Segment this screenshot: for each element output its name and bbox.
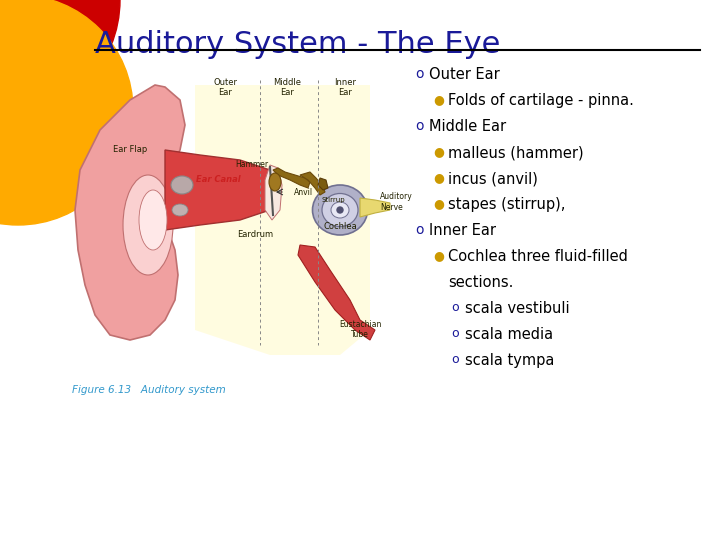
Text: Eustachian
Tube: Eustachian Tube <box>339 320 381 340</box>
Text: scala tympa: scala tympa <box>465 353 554 368</box>
Ellipse shape <box>331 202 349 218</box>
Text: Inner
Ear: Inner Ear <box>334 78 356 97</box>
Text: Stirrup: Stirrup <box>322 197 346 203</box>
Text: Outer Ear: Outer Ear <box>429 67 500 82</box>
Polygon shape <box>75 85 185 340</box>
Polygon shape <box>300 172 325 195</box>
Circle shape <box>337 207 343 213</box>
Polygon shape <box>298 245 375 340</box>
Text: ●: ● <box>433 93 444 106</box>
Text: ●: ● <box>433 249 444 262</box>
Text: stapes (stirrup),: stapes (stirrup), <box>448 197 565 212</box>
Ellipse shape <box>172 204 188 216</box>
Text: Middle Ear: Middle Ear <box>429 119 506 134</box>
Text: scala media: scala media <box>465 327 553 342</box>
Ellipse shape <box>171 176 193 194</box>
Polygon shape <box>318 178 328 190</box>
Polygon shape <box>165 150 270 230</box>
Text: o: o <box>415 67 423 81</box>
Text: o: o <box>451 353 459 366</box>
Text: Ear Flap: Ear Flap <box>113 145 147 154</box>
Polygon shape <box>195 85 370 355</box>
Text: malleus (hammer): malleus (hammer) <box>448 145 584 160</box>
Circle shape <box>0 0 133 225</box>
Polygon shape <box>273 168 310 188</box>
Text: Cochlea three fluid-filled: Cochlea three fluid-filled <box>448 249 628 264</box>
Text: Inner Ear: Inner Ear <box>429 223 496 238</box>
Ellipse shape <box>269 173 281 191</box>
Text: incus (anvil): incus (anvil) <box>448 171 538 186</box>
Text: ●: ● <box>433 197 444 210</box>
Text: Ear Canal: Ear Canal <box>196 176 240 185</box>
Text: Figure 6.13   Auditory system: Figure 6.13 Auditory system <box>72 385 226 395</box>
Text: Hammer: Hammer <box>235 160 268 169</box>
Text: Middle
Ear: Middle Ear <box>273 78 301 97</box>
Ellipse shape <box>123 175 173 275</box>
Ellipse shape <box>322 193 358 226</box>
Text: sections.: sections. <box>448 275 513 290</box>
Text: ●: ● <box>433 145 444 158</box>
Text: ●: ● <box>433 171 444 184</box>
Text: o: o <box>415 223 423 237</box>
Text: Cochlea: Cochlea <box>323 222 357 231</box>
Text: Folds of cartilage - pinna.: Folds of cartilage - pinna. <box>448 93 634 108</box>
Circle shape <box>0 0 120 120</box>
Text: scala vestibuli: scala vestibuli <box>465 301 570 316</box>
Text: Eardrum: Eardrum <box>237 230 273 239</box>
Text: Outer
Ear: Outer Ear <box>213 78 237 97</box>
Ellipse shape <box>312 185 367 235</box>
Polygon shape <box>265 165 282 220</box>
Ellipse shape <box>139 190 167 250</box>
Text: Anvil: Anvil <box>294 188 314 197</box>
Polygon shape <box>360 198 390 217</box>
Text: Auditory System - The Eye: Auditory System - The Eye <box>95 30 500 59</box>
Text: Auditory
Nerve: Auditory Nerve <box>380 192 413 212</box>
Text: o: o <box>451 327 459 340</box>
Text: o: o <box>415 119 423 133</box>
Text: o: o <box>451 301 459 314</box>
